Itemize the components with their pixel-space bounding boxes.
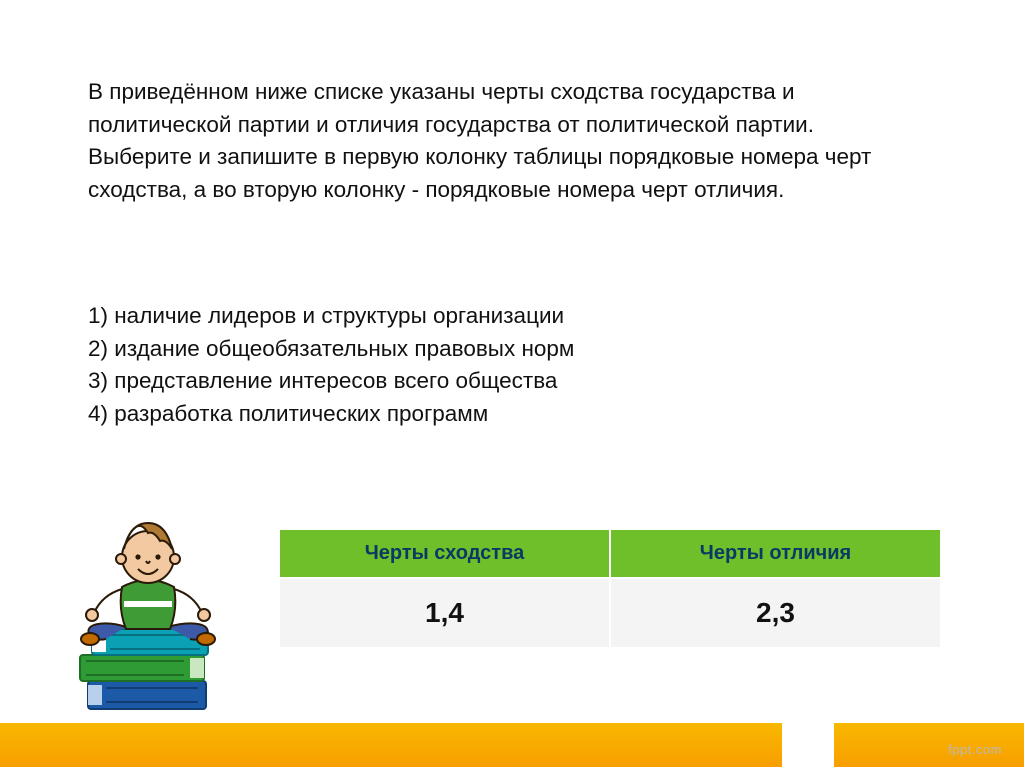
col-header-difference: Черты отличия bbox=[610, 530, 940, 578]
footer-bar-gap bbox=[782, 723, 834, 767]
option-4: 4) разработка политических программ bbox=[88, 398, 918, 431]
cell-similarity: 1,4 bbox=[280, 578, 610, 647]
table-row: 1,4 2,3 bbox=[280, 578, 940, 647]
answer-table: Черты сходства Черты отличия 1,4 2,3 bbox=[280, 530, 940, 647]
col-header-similarity: Черты сходства bbox=[280, 530, 610, 578]
question-text: В приведённом ниже списке указаны черты … bbox=[88, 76, 918, 207]
footer-bar bbox=[0, 723, 1024, 767]
slide: В приведённом ниже списке указаны черты … bbox=[0, 0, 1024, 767]
option-2: 2) издание общеобязательных правовых нор… bbox=[88, 333, 918, 366]
option-3: 3) представление интересов всего обществ… bbox=[88, 365, 918, 398]
boy-on-books-illustration bbox=[58, 495, 258, 715]
option-1: 1) наличие лидеров и структуры организац… bbox=[88, 300, 918, 333]
boy-on-books-icon bbox=[58, 495, 258, 715]
footer-watermark: fppt.com bbox=[948, 742, 1002, 757]
options-list: 1) наличие лидеров и структуры организац… bbox=[88, 300, 918, 431]
cell-difference: 2,3 bbox=[610, 578, 940, 647]
